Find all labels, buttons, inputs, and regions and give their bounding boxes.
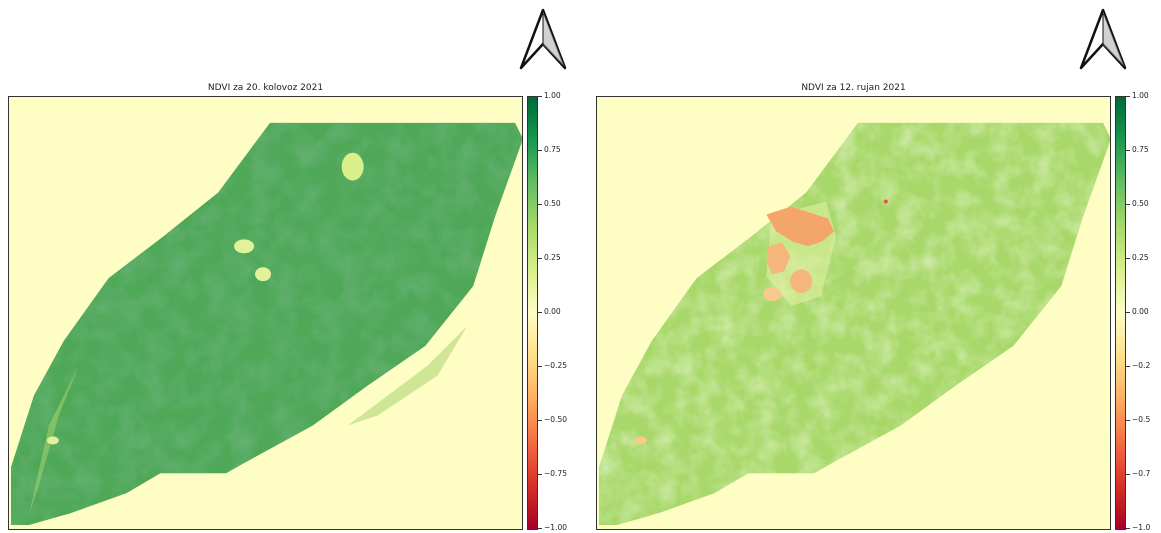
- colorbar-tick-label: 0.25: [544, 253, 561, 262]
- colorbar-tick-label: −0.50: [544, 415, 567, 424]
- colorbar-tick-label: −0.75: [544, 469, 567, 478]
- colorbar-tick-label: 0.75: [544, 145, 561, 154]
- colorbar-tick-label: 1.00: [1132, 91, 1149, 100]
- north-arrow-icon: [519, 8, 567, 70]
- map-panel-left: NDVI za 20. kolovoz 2021 1.00 0.75 0.50 …: [8, 8, 578, 532]
- colorbar-tick-label: 0.25: [1132, 253, 1149, 262]
- colorbar-tick-label: 0.75: [1132, 145, 1149, 154]
- map-title: NDVI za 20. kolovoz 2021: [207, 83, 324, 93]
- colorbar-tick-label: 1.00: [544, 91, 561, 100]
- colorbar-ticks-right: 1.00 0.75 0.50 0.25 0.00 −0.2 −0.5 −0.7 …: [1126, 91, 1161, 532]
- colorbar-tick-label: −1.00: [544, 523, 567, 532]
- north-arrow-icon: [1079, 8, 1127, 70]
- ndvi-map-right[interactable]: [596, 96, 1111, 530]
- colorbar-tick-label: 0.50: [544, 199, 561, 208]
- colorbar-left: [527, 96, 538, 530]
- colorbar-tick-label: 0.00: [1132, 307, 1149, 316]
- colorbar-tick-label: −0.7: [1132, 469, 1151, 478]
- colorbar-tick-label: −0.5: [1132, 415, 1151, 424]
- ndvi-map-left[interactable]: [8, 96, 523, 530]
- colorbar-right: [1115, 96, 1126, 530]
- colorbar-tick-label: −1.0: [1132, 523, 1151, 532]
- colorbar-ticks-left: 1.00 0.75 0.50 0.25 0.00 −0.25 −0.50 −0.…: [538, 91, 578, 532]
- colorbar-tick-label: −0.25: [544, 361, 567, 370]
- colorbar-tick-label: 0.00: [544, 307, 561, 316]
- colorbar-tick-label: −0.2: [1132, 361, 1151, 370]
- map-panel-right: NDVI za 12. rujan 2021 1.00 0.75 0.50: [588, 0, 1161, 533]
- map-title: NDVI za 12. rujan 2021: [801, 83, 906, 93]
- colorbar-tick-label: 0.50: [1132, 199, 1149, 208]
